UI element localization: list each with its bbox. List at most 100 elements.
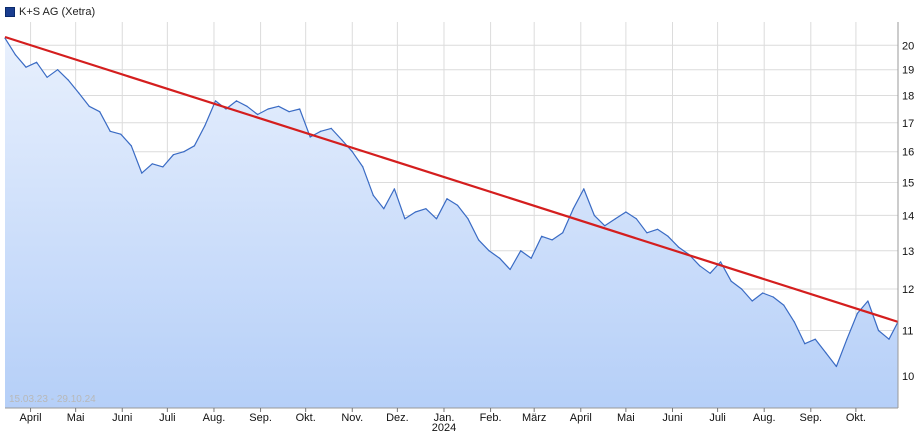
price-point: [193, 145, 195, 147]
x-tick-label: Okt.: [296, 412, 316, 424]
price-point: [172, 154, 174, 156]
price-point: [793, 321, 795, 323]
price-point: [583, 188, 585, 190]
price-point: [551, 239, 553, 241]
price-point: [235, 100, 238, 102]
price-point: [109, 130, 111, 132]
price-point: [656, 228, 659, 230]
area-layer: [5, 38, 898, 408]
x-tick-label: Juli: [709, 412, 726, 424]
price-point: [383, 208, 385, 210]
x-tick-label: Juni: [112, 412, 132, 424]
y-tick-label: 18: [902, 91, 914, 103]
price-point: [320, 130, 322, 132]
price-point: [741, 288, 743, 290]
price-point: [509, 268, 511, 271]
price-point: [467, 218, 469, 220]
price-point: [488, 250, 490, 252]
price-point: [57, 69, 59, 71]
price-point: [151, 163, 153, 165]
y-tick-label: 15: [902, 178, 914, 190]
x-axis: April Mai Juni Juli Aug. Sep. Okt. Nov. Dez. Jan.…: [20, 408, 866, 431]
price-point: [825, 352, 827, 354]
x-tick-label: Juni: [662, 412, 682, 424]
x-tick-label: Mai: [67, 412, 85, 424]
x-tick-label: Feb.: [480, 412, 502, 424]
price-point: [78, 92, 80, 94]
x-tick-label: Juli: [159, 412, 176, 424]
price-point: [572, 208, 574, 210]
price-point: [562, 232, 564, 234]
price-point: [309, 136, 311, 138]
price-point: [25, 66, 27, 68]
price-point: [278, 105, 280, 107]
price-point: [814, 338, 816, 340]
price-point: [499, 257, 501, 259]
price-point: [604, 225, 606, 227]
price-point: [667, 235, 669, 237]
price-point: [67, 79, 69, 81]
y-tick-label: 12: [902, 284, 914, 296]
y-tick-label: 17: [902, 118, 914, 130]
price-point: [804, 343, 806, 345]
date-range-label: 15.03.23 - 29.10.24: [9, 394, 96, 405]
x-tick-label: Sep.: [799, 412, 822, 424]
price-point: [730, 280, 732, 282]
price-point: [299, 108, 301, 110]
price-point: [867, 300, 869, 302]
price-point: [593, 214, 595, 216]
price-point: [635, 218, 638, 220]
price-point: [351, 151, 353, 153]
price-point: [614, 218, 617, 220]
x-tick-label: Jan.: [434, 412, 455, 424]
x-year-label: 2024: [432, 422, 456, 431]
price-point: [446, 198, 448, 200]
price-point: [709, 272, 711, 274]
price-point: [36, 61, 38, 63]
y-tick-label: 14: [902, 210, 914, 222]
y-tick-label: 16: [902, 147, 914, 159]
y-tick-label: 20: [902, 40, 914, 52]
price-point: [425, 208, 427, 210]
price-point: [120, 133, 122, 135]
x-tick-label: April: [570, 412, 592, 424]
price-point: [699, 265, 701, 267]
price-point: [414, 211, 416, 213]
price-point: [88, 105, 90, 107]
price-line: [4, 37, 899, 368]
price-point: [677, 246, 680, 248]
x-tick-label: Sep.: [249, 412, 272, 424]
y-tick-label: 19: [902, 65, 914, 77]
trend-line: [4, 35, 899, 323]
legend-swatch: [5, 7, 15, 17]
price-point: [341, 139, 343, 141]
x-tick-label: Dez.: [386, 412, 409, 424]
x-tick-label: Mai: [617, 412, 635, 424]
y-tick-label: 10: [902, 371, 914, 383]
price-point: [393, 188, 395, 190]
price-point: [478, 239, 480, 241]
price-point: [888, 338, 890, 340]
price-point: [846, 338, 848, 340]
price-point: [404, 218, 406, 220]
price-point: [362, 166, 364, 168]
price-point: [130, 145, 132, 147]
price-point: [856, 312, 859, 314]
price-point: [162, 166, 164, 168]
price-point: [751, 300, 753, 302]
price-point: [183, 151, 185, 153]
price-point: [257, 113, 259, 116]
price-point: [762, 292, 764, 294]
price-area: [5, 38, 898, 408]
y-tick-label: 13: [902, 246, 914, 258]
price-point: [530, 257, 532, 259]
price-point: [456, 204, 459, 206]
x-tick-label: Okt.: [846, 412, 866, 424]
plot-frame: [5, 22, 899, 409]
price-point: [214, 100, 217, 102]
price-point: [204, 125, 206, 127]
x-tick-label: März: [522, 412, 546, 424]
x-tick-label: Aug.: [203, 412, 226, 424]
price-point: [435, 218, 438, 220]
